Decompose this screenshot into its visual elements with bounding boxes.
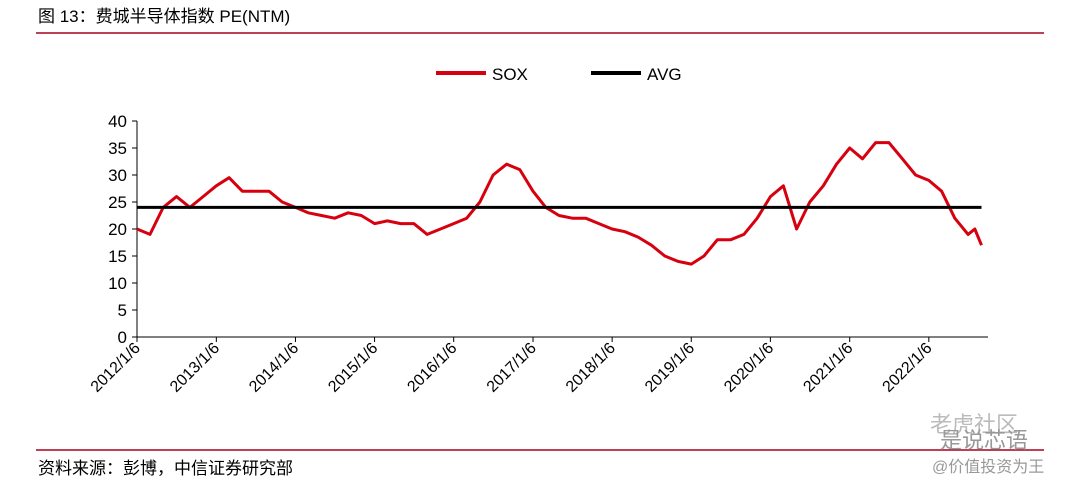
y-tick-label: 35 xyxy=(108,139,127,158)
x-tick-label: 2019/1/6 xyxy=(642,340,698,396)
watermark: 老虎社区 xyxy=(930,412,1018,437)
y-tick-label: 0 xyxy=(118,328,127,347)
source: 资料来源：彭博，中信证券研究部 xyxy=(38,459,293,478)
x-tick-label: 2013/1/6 xyxy=(167,340,223,396)
x-tick-label: 2014/1/6 xyxy=(246,340,302,396)
y-tick-label: 40 xyxy=(108,112,127,131)
legend-label: AVG xyxy=(647,65,682,84)
legend-label: SOX xyxy=(492,65,528,84)
series-line xyxy=(136,141,983,266)
x-tick-label: 2018/1/6 xyxy=(563,340,619,396)
watermark: @价值投资为王 xyxy=(932,458,1044,476)
x-tick-label: 2020/1/6 xyxy=(721,340,777,396)
y-tick-label: 10 xyxy=(108,274,127,293)
x-tick-label: 2021/1/6 xyxy=(800,340,856,396)
watermark: 是说芯语 xyxy=(940,428,1028,453)
x-tick-label: 2015/1/6 xyxy=(325,340,381,396)
x-tick-label: 2022/1/6 xyxy=(880,340,936,396)
x-tick-label: 2017/1/6 xyxy=(484,340,540,396)
y-tick-label: 20 xyxy=(108,220,127,239)
y-tick-label: 5 xyxy=(118,301,127,320)
chart-title: 图 13：费城半导体指数 PE(NTM) xyxy=(38,7,290,26)
y-tick-label: 25 xyxy=(108,193,127,212)
y-tick-label: 30 xyxy=(108,166,127,185)
y-tick-label: 15 xyxy=(108,247,127,266)
x-tick-label: 2012/1/6 xyxy=(88,340,144,396)
x-tick-label: 2016/1/6 xyxy=(404,340,460,396)
